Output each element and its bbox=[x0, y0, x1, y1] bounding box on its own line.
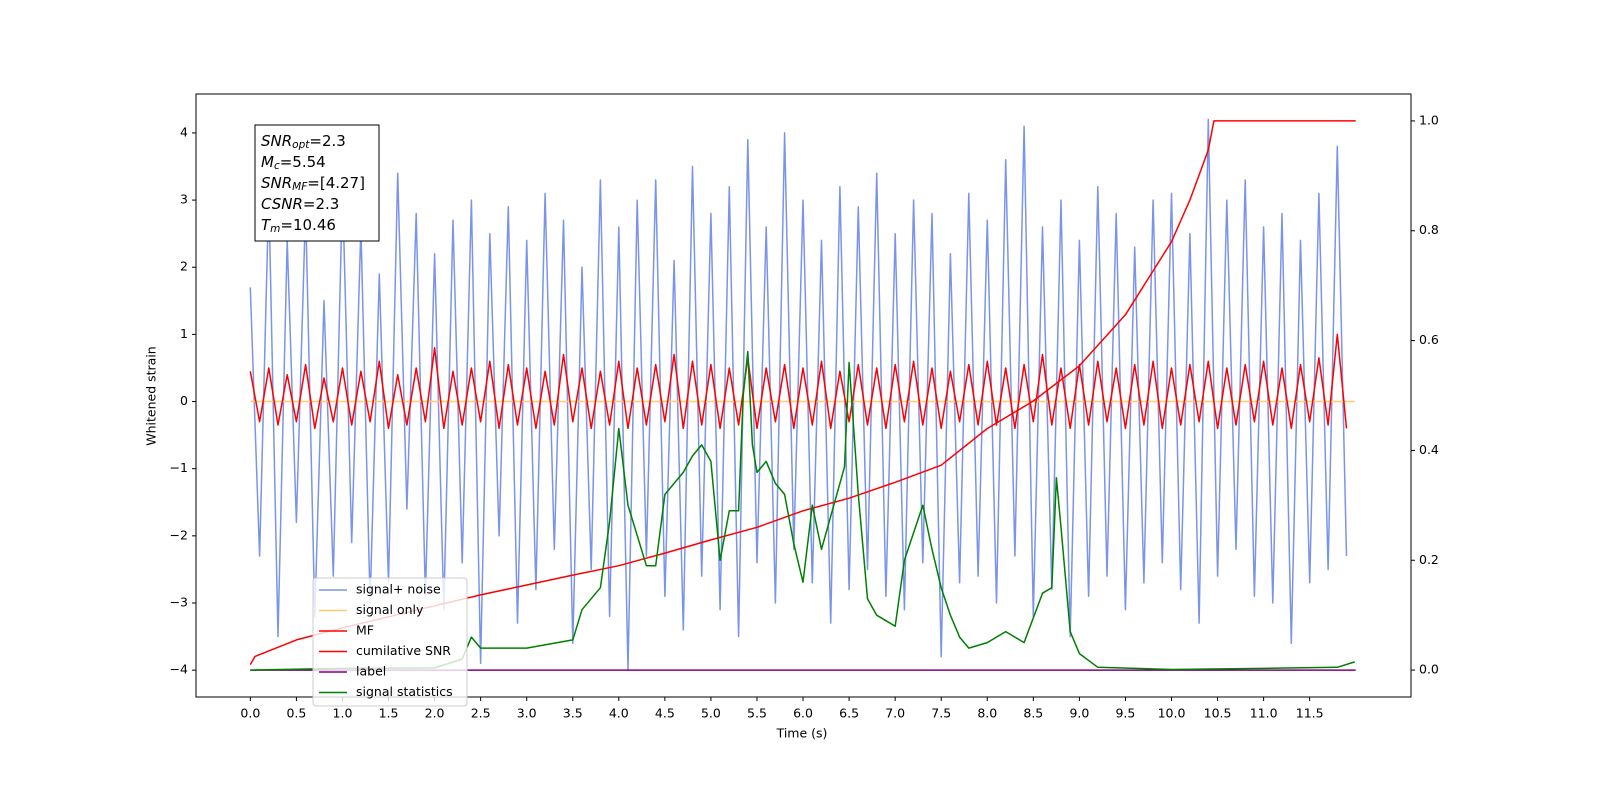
annotation-frame bbox=[254, 124, 380, 242]
legend-label: signal statistics bbox=[356, 684, 453, 699]
annotation-value: =5.54 bbox=[280, 153, 326, 171]
y-tick-label: −2 bbox=[170, 527, 188, 542]
legend: signal+ noise signal only MF cumilative SNR… bbox=[312, 577, 468, 707]
x-tick-label: 1.0 bbox=[333, 706, 353, 721]
y-tick-label: 1 bbox=[180, 326, 188, 341]
y-tick-label: 4 bbox=[180, 124, 188, 139]
series-line bbox=[249, 118, 1348, 671]
annotation-symbol: T bbox=[261, 216, 272, 234]
legend-frame bbox=[312, 577, 468, 707]
annotation-value: =2.3 bbox=[309, 132, 345, 150]
y2-tick-label: 1.0 bbox=[1419, 112, 1439, 127]
y2-tick-label: 0.4 bbox=[1419, 442, 1439, 457]
x-tick-label: 3.5 bbox=[563, 706, 583, 721]
x-tick-label: 8.0 bbox=[977, 706, 997, 721]
annotation-subscript: MF bbox=[292, 181, 308, 193]
y2-tick-label: 0.8 bbox=[1419, 222, 1439, 237]
legend-label: cumilative SNR bbox=[356, 643, 451, 658]
annotation-symbol: SNR bbox=[261, 174, 292, 192]
annotation-subscript: m bbox=[270, 223, 280, 235]
annotation-line: SNRMF=[4.27] bbox=[261, 174, 365, 194]
x-tick-label: 11.5 bbox=[1296, 706, 1324, 721]
x-tick-label: 7.0 bbox=[885, 706, 905, 721]
y-tick-label: −1 bbox=[170, 460, 188, 475]
annotation-box: SNRopt=2.3Mc=5.54SNRMF=[4.27]CSNR=2.3Tm=… bbox=[254, 124, 380, 242]
x-tick-label: 6.0 bbox=[793, 706, 813, 721]
legend-label: signal+ noise bbox=[356, 582, 441, 597]
x-tick-label: 1.5 bbox=[379, 706, 399, 721]
annotation-value: =[4.27] bbox=[307, 174, 365, 192]
y-tick-label: 0 bbox=[180, 393, 188, 408]
x-tick-label: 6.5 bbox=[839, 706, 859, 721]
y-axis-label: Whitened strain bbox=[144, 346, 159, 445]
annotation-line: SNRopt=2.3 bbox=[261, 132, 346, 152]
series-line bbox=[250, 350, 1356, 671]
series-line bbox=[249, 333, 1348, 430]
y-tick-label: −4 bbox=[170, 662, 188, 677]
x-tick-label: 10.0 bbox=[1158, 706, 1186, 721]
x-tick-label: 0.5 bbox=[286, 706, 306, 721]
x-tick-label: 0.0 bbox=[240, 706, 260, 721]
annotation-line: Mc=5.54 bbox=[261, 153, 326, 173]
x-tick-label: 4.5 bbox=[655, 706, 675, 721]
y2-tick-label: 0.6 bbox=[1419, 332, 1439, 347]
annotation-line: Tm=10.46 bbox=[261, 216, 336, 236]
x-tick-label: 11.0 bbox=[1250, 706, 1278, 721]
x-tick-label: 9.5 bbox=[1115, 706, 1135, 721]
x-tick-label: 10.5 bbox=[1204, 706, 1232, 721]
y-tick-label: 2 bbox=[180, 259, 188, 274]
annotation-symbol: SNR bbox=[261, 132, 292, 150]
x-tick-label: 3.0 bbox=[517, 706, 537, 721]
x-tick-label: 2.0 bbox=[425, 706, 445, 721]
x-tick-label: 5.5 bbox=[747, 706, 767, 721]
y2-tick-label: 0.0 bbox=[1419, 662, 1439, 677]
x-axis-label: Time (s) bbox=[776, 726, 828, 741]
x-tick-label: 9.0 bbox=[1069, 706, 1089, 721]
annotation-subscript: c bbox=[274, 160, 280, 172]
x-tick-label: 7.5 bbox=[931, 706, 951, 721]
legend-label: signal only bbox=[356, 602, 424, 617]
annotation-symbol: M bbox=[261, 153, 274, 171]
y-tick-label: −3 bbox=[170, 594, 188, 609]
x-tick-label: 5.0 bbox=[701, 706, 721, 721]
legend-label: MF bbox=[356, 623, 374, 638]
annotation-symbol: CSNR bbox=[261, 195, 303, 213]
annotation-line: CSNR=2.3 bbox=[261, 195, 339, 213]
x-tick-label: 2.5 bbox=[471, 706, 491, 721]
x-tick-label: 8.5 bbox=[1023, 706, 1043, 721]
annotation-value: =10.46 bbox=[280, 216, 336, 234]
x-tick-label: 4.0 bbox=[609, 706, 629, 721]
annotation-value: =2.3 bbox=[303, 195, 339, 213]
legend-label: label bbox=[356, 664, 386, 679]
annotation-subscript: opt bbox=[292, 139, 310, 151]
y2-tick-label: 0.2 bbox=[1419, 552, 1439, 567]
y-tick-label: 3 bbox=[180, 192, 188, 207]
